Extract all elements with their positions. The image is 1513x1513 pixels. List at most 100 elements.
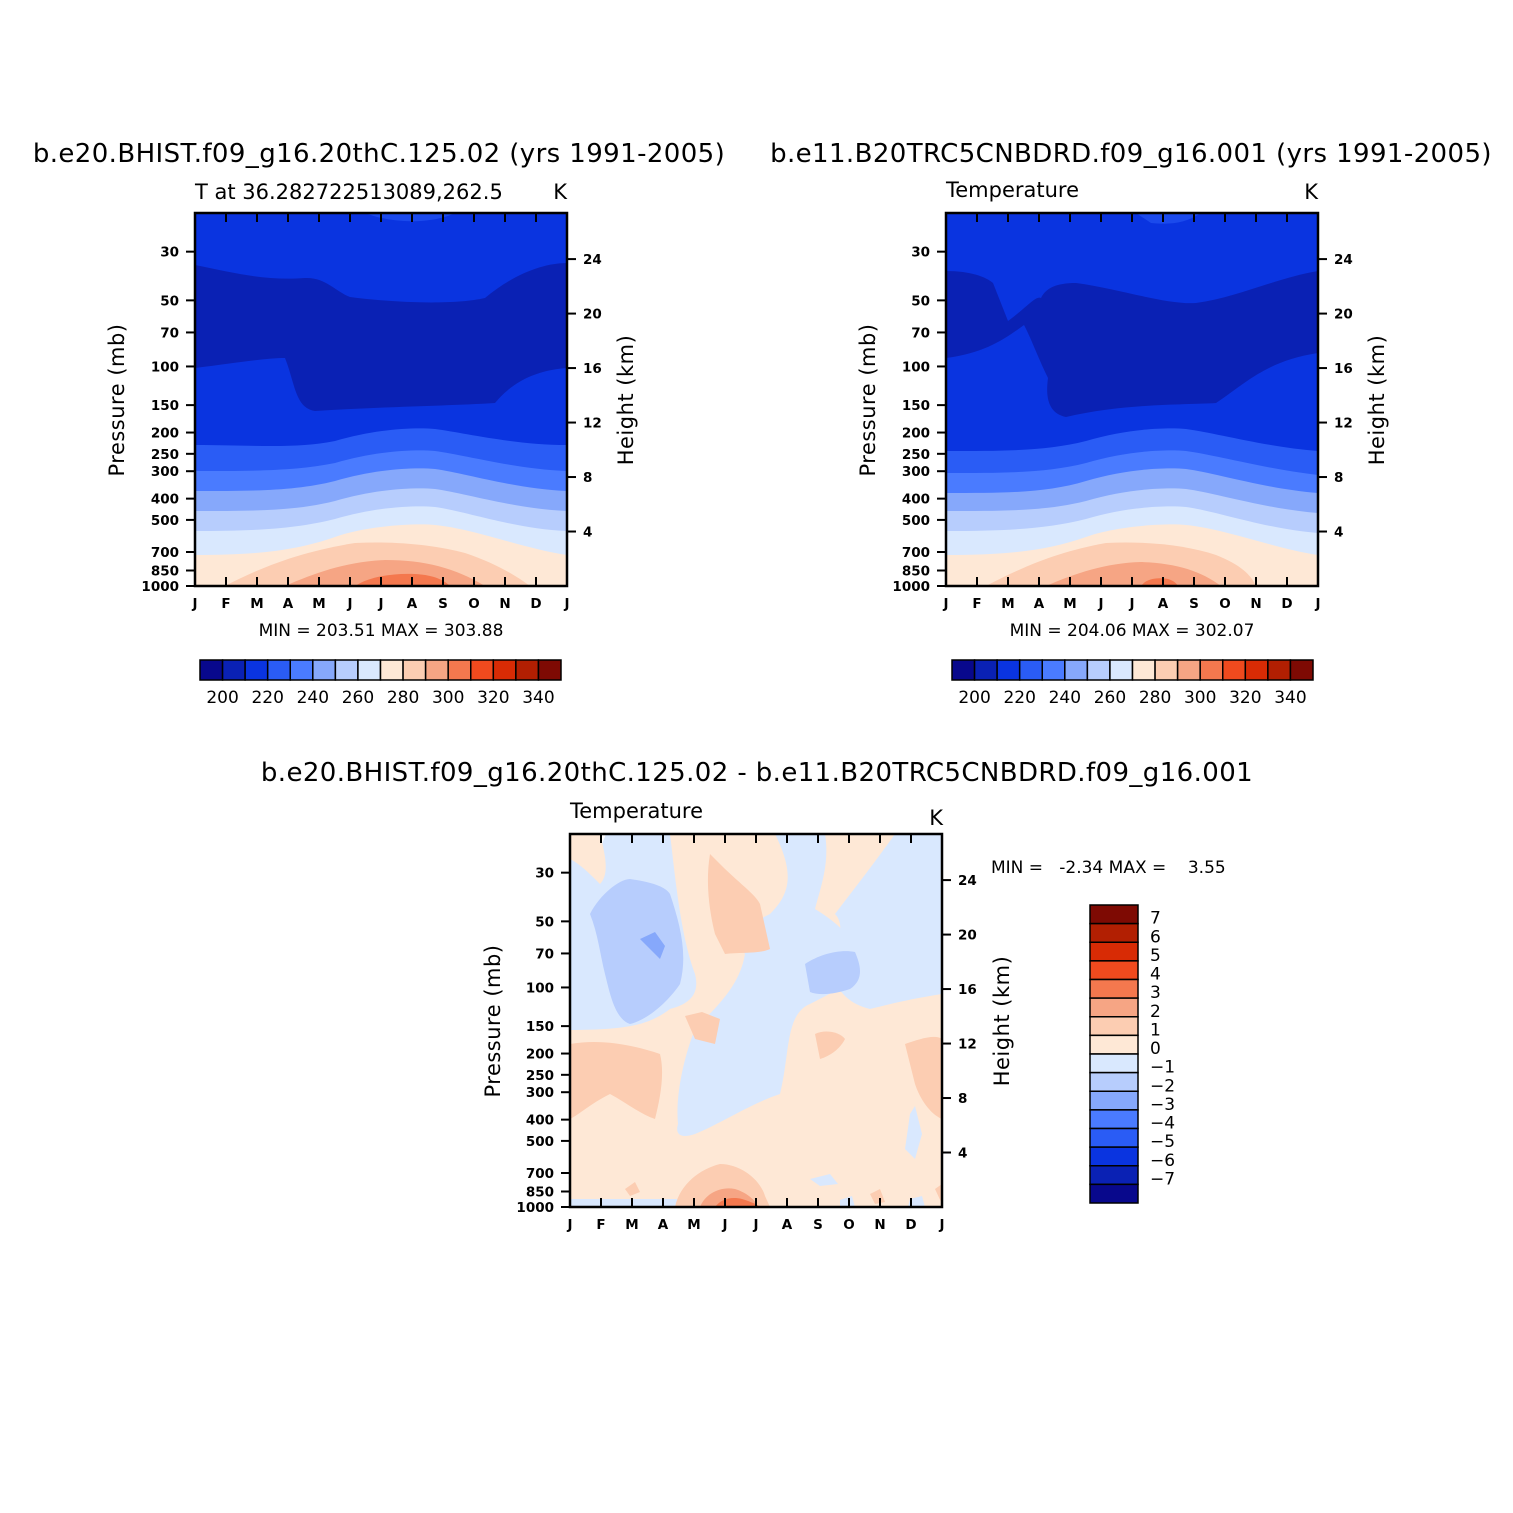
- colorbar-swatch: [1267, 659, 1292, 681]
- y2-tick-label: 12: [958, 1037, 977, 1053]
- p2-band-300: [1141, 578, 1178, 586]
- colorbar-swatch: [289, 659, 314, 681]
- colorbar-swatch: [996, 659, 1021, 681]
- colorbar-label: −5: [1150, 1132, 1175, 1152]
- y-tick-label: 500: [526, 1134, 554, 1150]
- p3-pos-2-mid: [685, 1012, 720, 1044]
- colorbar-label: −1: [1150, 1058, 1175, 1078]
- x-tick-label: F: [221, 596, 230, 612]
- y-tick-label: 300: [526, 1085, 554, 1101]
- colorbar-label: −6: [1150, 1151, 1175, 1171]
- panel-1-min-max: MIN = 203.51 MAX = 303.88: [259, 621, 504, 641]
- p3-neg-bottom-mid: [810, 1174, 838, 1186]
- p1-band-top: [365, 213, 455, 222]
- y-tick-label: 30: [911, 245, 930, 261]
- panel-3-units: K: [929, 806, 944, 830]
- colorbar-swatch: [447, 659, 472, 681]
- y-tick-label: 100: [902, 359, 930, 375]
- panel-1-y2-label: Height (km): [614, 335, 638, 466]
- x-tick-label: M: [687, 1217, 700, 1233]
- colorbar-swatch: [1089, 978, 1139, 999]
- colorbar-label: 6: [1150, 927, 1161, 947]
- y-tick-label: 200: [526, 1047, 554, 1063]
- y2-tick-label: 8: [958, 1091, 967, 1107]
- y2-tick-label: 24: [958, 873, 977, 889]
- panel-3-subtitle: Temperature: [569, 799, 703, 823]
- x-tick-label: J: [191, 596, 197, 612]
- y2-tick-label: 12: [1334, 416, 1353, 432]
- colorbar-swatch: [1089, 941, 1139, 962]
- colorbar-swatch: [1089, 960, 1139, 981]
- x-tick-label: M: [312, 596, 325, 612]
- y-tick-label: 200: [151, 426, 179, 442]
- colorbar-swatch: [379, 659, 404, 681]
- colorbar-swatch: [1222, 659, 1247, 681]
- x-tick-label: J: [1314, 596, 1320, 612]
- p3-neg-small-right: [905, 1106, 922, 1159]
- y-tick-label: 500: [902, 513, 930, 529]
- x-tick-label: J: [752, 1217, 758, 1233]
- colorbar-swatch: [1131, 659, 1156, 681]
- panel-2: b.e11.B20TRC5CNBDRD.f09_g16.001 (yrs 199…: [770, 139, 1491, 708]
- colorbar-label: −3: [1150, 1095, 1175, 1115]
- panel-2-colorbar: 200 220 240 260 280 300 320 340: [951, 659, 1314, 708]
- x-tick-label: O: [468, 596, 479, 612]
- colorbar-swatch: [515, 659, 540, 681]
- colorbar-label: 2: [1150, 1002, 1161, 1022]
- x-tick-label: N: [874, 1217, 885, 1233]
- y-tick-label: 400: [526, 1113, 554, 1129]
- colorbar-label: 340: [522, 688, 554, 708]
- x-tick-label: A: [1158, 596, 1169, 612]
- colorbar-swatch: [1018, 659, 1043, 681]
- y-tick-label: 700: [151, 545, 179, 561]
- y-tick-label: 50: [911, 293, 930, 309]
- colorbar-swatch: [221, 659, 246, 681]
- y-tick-label: 700: [902, 545, 930, 561]
- panel-2-y2-label: Height (km): [1365, 335, 1389, 466]
- panel-3-plot: [570, 834, 942, 1207]
- y-tick-label: 100: [151, 359, 179, 375]
- x-tick-label: J: [942, 596, 948, 612]
- x-tick-label: A: [283, 596, 294, 612]
- y-tick-label: 150: [151, 398, 179, 414]
- x-tick-label: J: [1097, 596, 1103, 612]
- y-tick-label: 150: [526, 1019, 554, 1035]
- y-tick-label: 50: [160, 293, 179, 309]
- colorbar-swatch: [470, 659, 495, 681]
- x-tick-label: O: [843, 1217, 854, 1233]
- p2-band-205: [946, 271, 1318, 417]
- colorbar-swatch: [1089, 1109, 1139, 1130]
- y2-tick-label: 4: [1334, 525, 1343, 541]
- colorbar-swatch: [973, 659, 998, 681]
- y2-tick-label: 16: [1334, 361, 1353, 377]
- p3-pos-2-left: [570, 1042, 663, 1119]
- colorbar-swatch: [424, 659, 449, 681]
- x-tick-label: J: [563, 596, 569, 612]
- p1-band-205: [195, 263, 567, 411]
- colorbar-swatch: [1176, 659, 1201, 681]
- x-tick-label: A: [407, 596, 418, 612]
- x-tick-label: S: [813, 1217, 823, 1233]
- colorbar-swatch: [1089, 1165, 1139, 1186]
- y2-tick-label: 20: [583, 307, 602, 323]
- x-tick-label: M: [1063, 596, 1076, 612]
- y2-tick-label: 20: [1334, 307, 1353, 323]
- colorbar-swatch: [334, 659, 359, 681]
- x-tick-label: F: [972, 596, 981, 612]
- y-tick-label: 150: [902, 398, 930, 414]
- x-tick-label: D: [905, 1217, 916, 1233]
- p3-pos-2-right-b: [905, 1036, 942, 1119]
- colorbar-swatch: [1154, 659, 1179, 681]
- colorbar-swatch: [492, 659, 517, 681]
- y-tick-label: 250: [526, 1068, 554, 1084]
- x-tick-label: N: [499, 596, 510, 612]
- colorbar-label: 220: [251, 688, 283, 708]
- x-tick-label: J: [377, 596, 383, 612]
- p3-pos-top-left: [570, 834, 606, 884]
- p3-pos-2-dot-a: [625, 1182, 640, 1196]
- colorbar-label: −4: [1150, 1114, 1175, 1134]
- y2-tick-label: 24: [583, 252, 602, 268]
- panel-2-subtitle: Temperature: [945, 178, 1079, 202]
- colorbar-swatch: [357, 659, 382, 681]
- colorbar-label: 200: [206, 688, 238, 708]
